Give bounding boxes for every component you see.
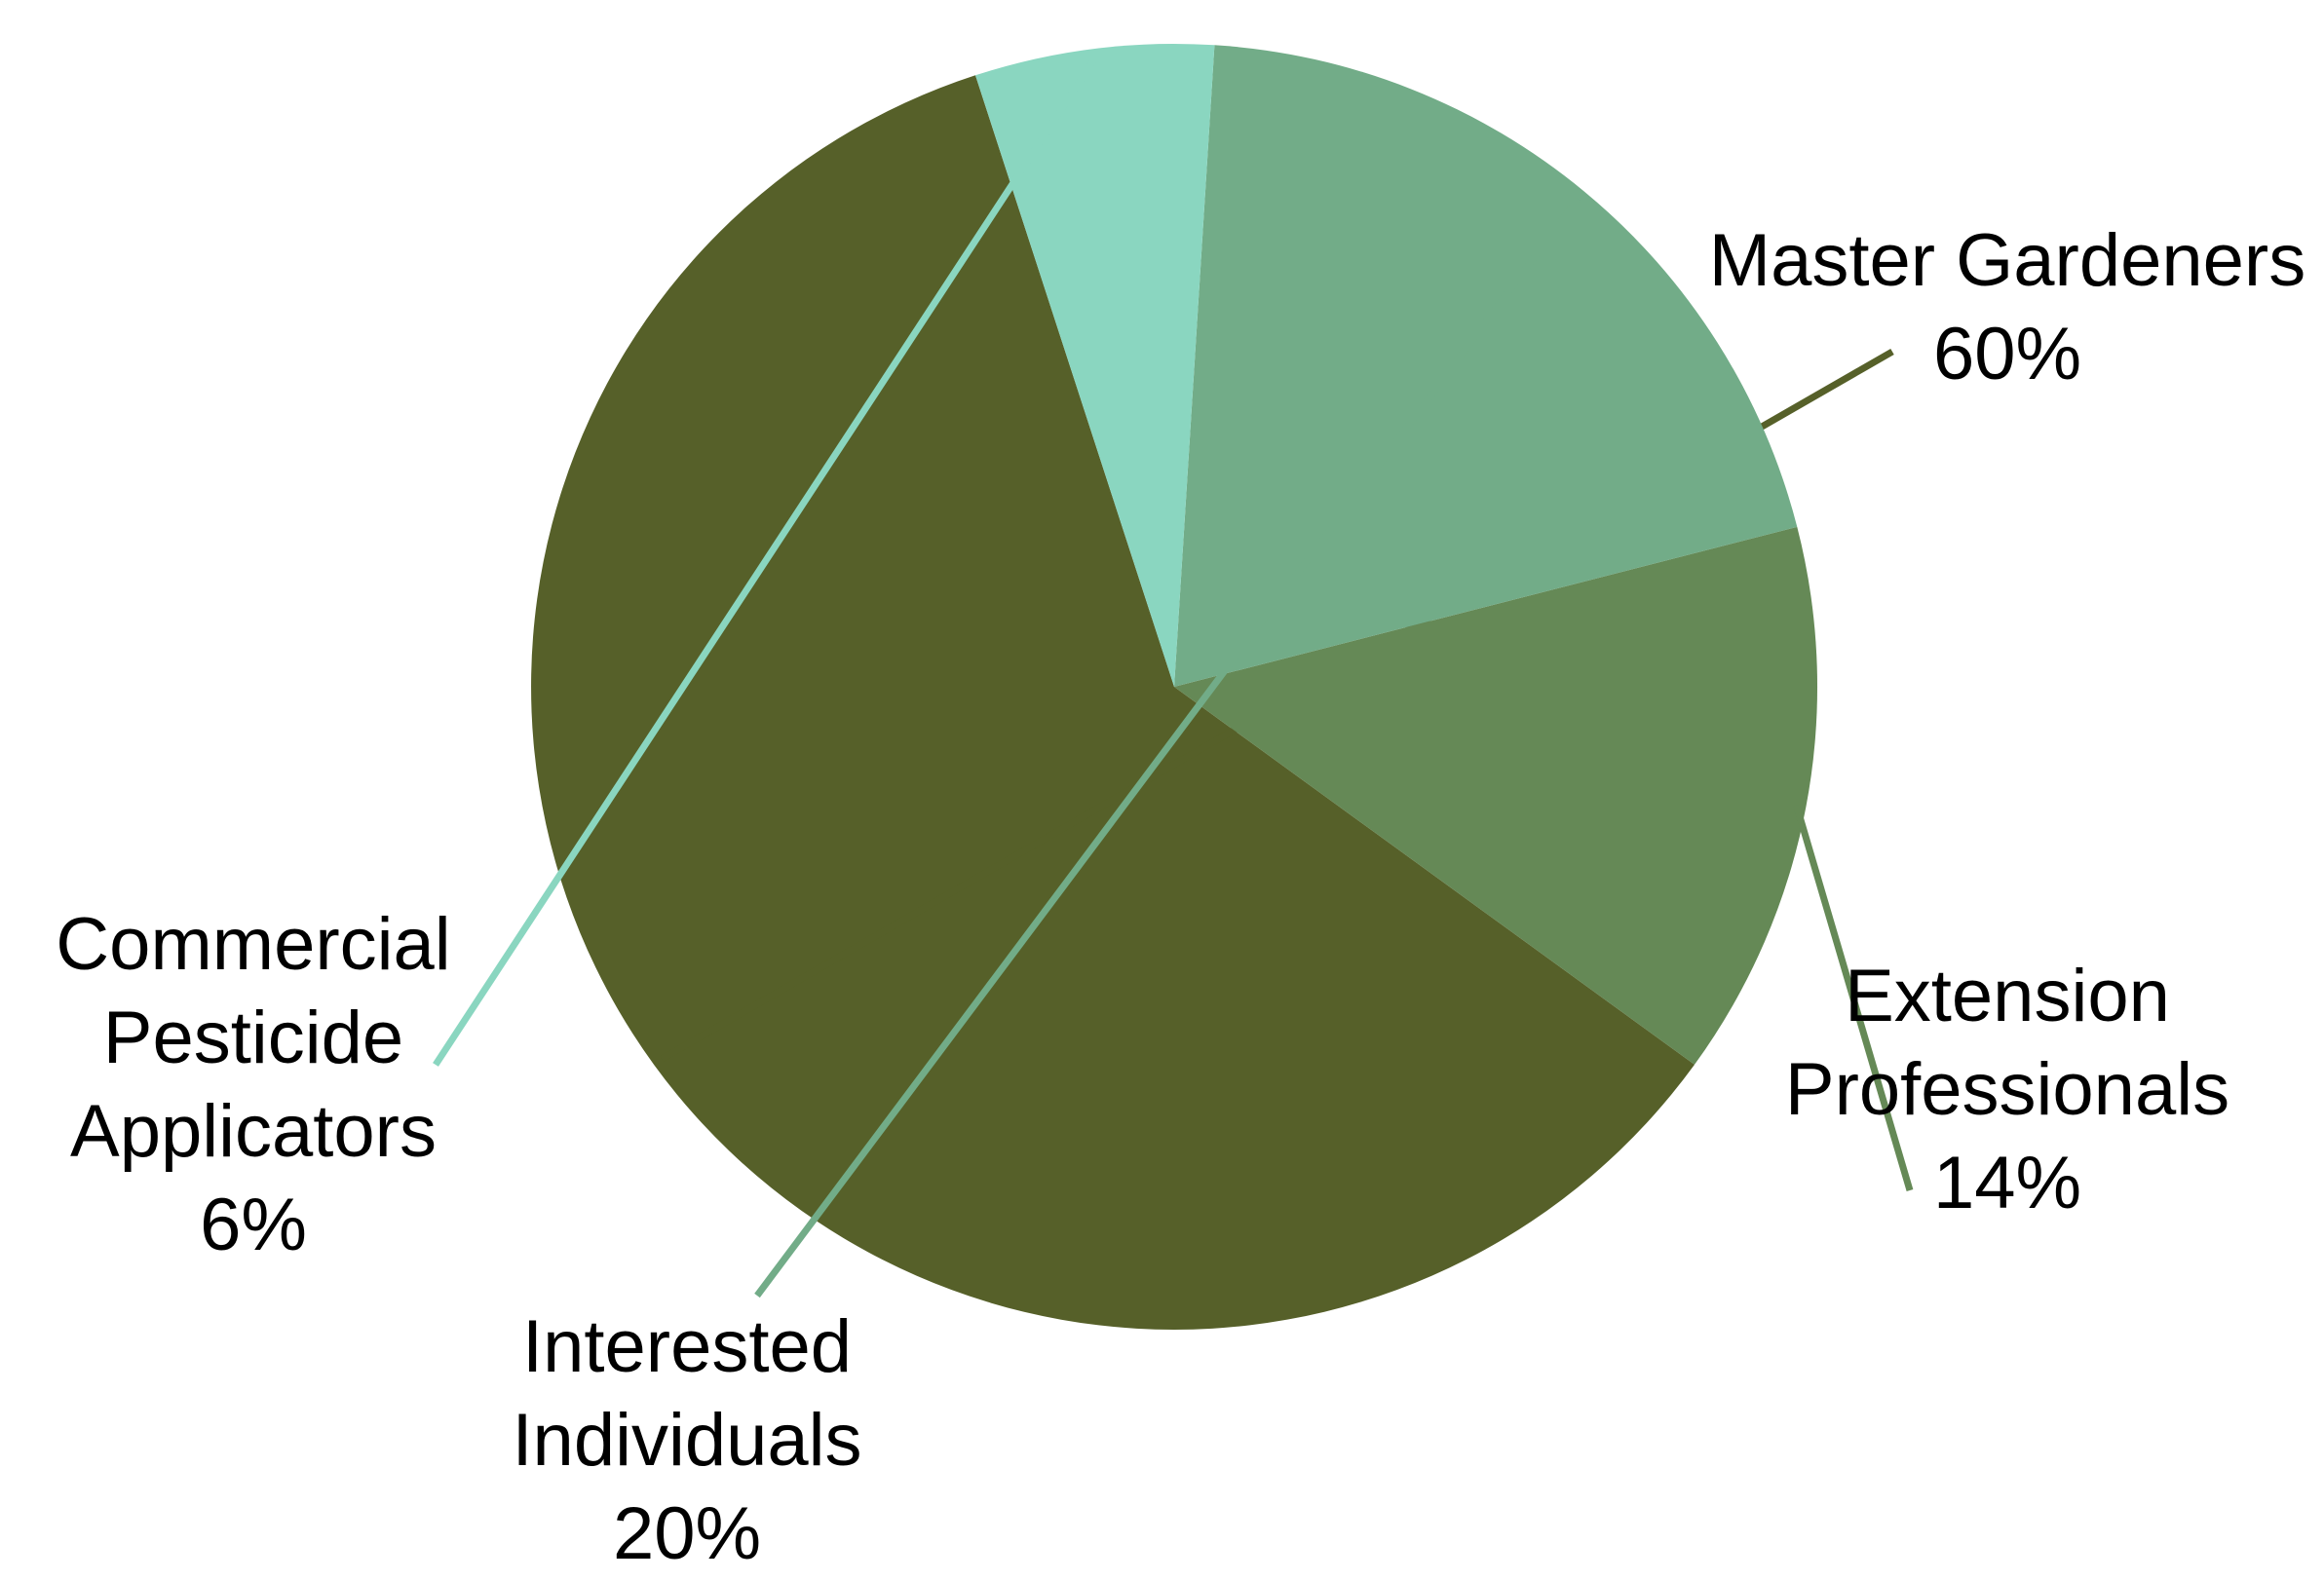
leader-line-interested-individuals	[754, 197, 1581, 1299]
label-commercial-value: 6%	[200, 1184, 307, 1266]
label-commercial-line3: Applicators	[70, 1090, 437, 1173]
pie-slice-master-gardeners	[531, 75, 1695, 1330]
label-extension-professionals-line1: Extension	[1845, 955, 2170, 1037]
label-master-gardeners-name: Master Gardeners	[1708, 219, 2306, 302]
label-interested-individuals-line2: Individuals	[512, 1399, 862, 1482]
label-interested-individuals-line1: Interested	[522, 1305, 852, 1388]
label-master-gardeners: Master Gardeners 60%	[1657, 214, 2324, 401]
label-extension-professionals-value: 14%	[1932, 1142, 2082, 1224]
label-extension-professionals-line2: Professionals	[1784, 1048, 2230, 1131]
label-extension-professionals: Extension Professionals 14%	[1725, 950, 2290, 1230]
label-commercial-pesticide-applicators: Commercial Pesticide Applicators 6%	[29, 898, 477, 1272]
label-master-gardeners-value: 60%	[1932, 313, 2082, 395]
pie-slice-commercial-pesticide-applicators	[975, 43, 1215, 688]
leader-line-commercial-pesticide-applicators	[433, 56, 1098, 1067]
label-commercial-line1: Commercial	[56, 903, 451, 986]
leader-line-extension-professionals	[1793, 804, 1914, 1191]
label-commercial-line2: Pesticide	[102, 997, 404, 1079]
label-interested-individuals-value: 20%	[612, 1492, 762, 1575]
pie-slice-extension-professionals	[1174, 526, 1818, 1065]
label-interested-individuals: Interested Individuals 20%	[468, 1300, 906, 1581]
